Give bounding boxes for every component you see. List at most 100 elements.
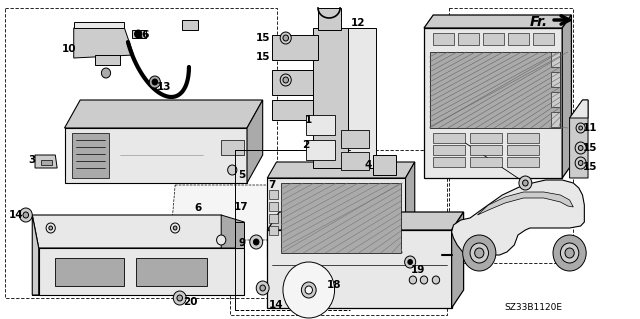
Circle shape: [152, 79, 157, 85]
Circle shape: [475, 248, 484, 258]
Polygon shape: [272, 35, 318, 60]
Circle shape: [576, 123, 585, 133]
Text: 17: 17: [234, 202, 249, 212]
Polygon shape: [32, 215, 38, 295]
Polygon shape: [314, 28, 348, 168]
Polygon shape: [65, 100, 262, 128]
Circle shape: [409, 276, 417, 284]
Polygon shape: [341, 130, 369, 148]
Polygon shape: [429, 52, 561, 128]
Text: 15: 15: [255, 52, 270, 62]
Circle shape: [280, 32, 291, 44]
Circle shape: [420, 276, 428, 284]
Text: 7: 7: [268, 180, 276, 190]
Polygon shape: [268, 212, 463, 230]
Text: 18: 18: [326, 280, 341, 290]
Polygon shape: [373, 155, 396, 175]
Polygon shape: [551, 112, 561, 127]
Text: 3: 3: [29, 155, 36, 165]
Polygon shape: [65, 128, 247, 183]
Text: 15: 15: [255, 33, 270, 43]
Text: 5: 5: [238, 170, 245, 180]
Polygon shape: [348, 28, 376, 168]
Polygon shape: [72, 133, 109, 178]
Circle shape: [575, 142, 586, 154]
Polygon shape: [268, 178, 406, 258]
Text: 4: 4: [365, 160, 372, 170]
Polygon shape: [35, 155, 57, 168]
Polygon shape: [341, 152, 369, 170]
Polygon shape: [38, 248, 244, 295]
Circle shape: [280, 74, 291, 86]
Text: 11: 11: [582, 123, 597, 133]
Polygon shape: [268, 230, 452, 308]
Polygon shape: [551, 52, 561, 67]
Polygon shape: [470, 157, 502, 167]
Text: 13: 13: [157, 82, 172, 92]
Polygon shape: [269, 202, 278, 211]
Polygon shape: [570, 100, 588, 178]
Polygon shape: [433, 157, 465, 167]
Polygon shape: [452, 180, 584, 255]
Text: 14: 14: [8, 210, 23, 220]
Polygon shape: [477, 192, 573, 215]
Polygon shape: [433, 33, 454, 45]
Text: 15: 15: [582, 162, 597, 172]
Circle shape: [283, 262, 335, 318]
Circle shape: [408, 259, 412, 264]
Text: 19: 19: [412, 265, 426, 275]
Circle shape: [283, 35, 289, 41]
Circle shape: [565, 248, 574, 258]
Circle shape: [101, 68, 111, 78]
Polygon shape: [269, 214, 278, 223]
Circle shape: [463, 235, 496, 271]
Circle shape: [173, 291, 186, 305]
Circle shape: [49, 226, 52, 230]
Text: 16: 16: [136, 30, 150, 40]
Circle shape: [256, 281, 269, 295]
Circle shape: [519, 176, 532, 190]
Text: 1: 1: [305, 115, 312, 125]
Polygon shape: [470, 145, 502, 155]
Polygon shape: [551, 72, 561, 87]
Text: 15: 15: [582, 143, 597, 153]
Polygon shape: [570, 100, 588, 118]
Polygon shape: [458, 33, 479, 45]
Circle shape: [404, 256, 415, 268]
Circle shape: [253, 239, 259, 245]
Polygon shape: [433, 133, 465, 143]
Circle shape: [173, 226, 177, 230]
Polygon shape: [247, 100, 262, 183]
Polygon shape: [132, 30, 146, 38]
Circle shape: [523, 180, 528, 186]
Polygon shape: [424, 15, 572, 28]
Circle shape: [177, 295, 182, 301]
Circle shape: [553, 235, 586, 271]
Polygon shape: [272, 70, 314, 95]
Polygon shape: [32, 215, 244, 248]
Circle shape: [432, 276, 440, 284]
Circle shape: [170, 223, 180, 233]
Text: 2: 2: [302, 140, 310, 150]
Polygon shape: [507, 133, 539, 143]
Circle shape: [301, 282, 316, 298]
Polygon shape: [433, 145, 465, 155]
Polygon shape: [221, 140, 244, 155]
Polygon shape: [551, 92, 561, 107]
Polygon shape: [306, 115, 335, 135]
Circle shape: [470, 243, 488, 263]
Polygon shape: [507, 157, 539, 167]
Circle shape: [579, 145, 583, 151]
Circle shape: [579, 126, 582, 130]
Polygon shape: [452, 212, 463, 308]
Circle shape: [228, 165, 237, 175]
Polygon shape: [40, 160, 52, 165]
Polygon shape: [95, 55, 120, 65]
Circle shape: [561, 243, 579, 263]
Text: 20: 20: [184, 297, 198, 307]
Polygon shape: [272, 100, 314, 120]
Circle shape: [23, 212, 29, 218]
Polygon shape: [318, 8, 341, 30]
Circle shape: [579, 160, 583, 166]
Text: 9: 9: [239, 238, 246, 248]
